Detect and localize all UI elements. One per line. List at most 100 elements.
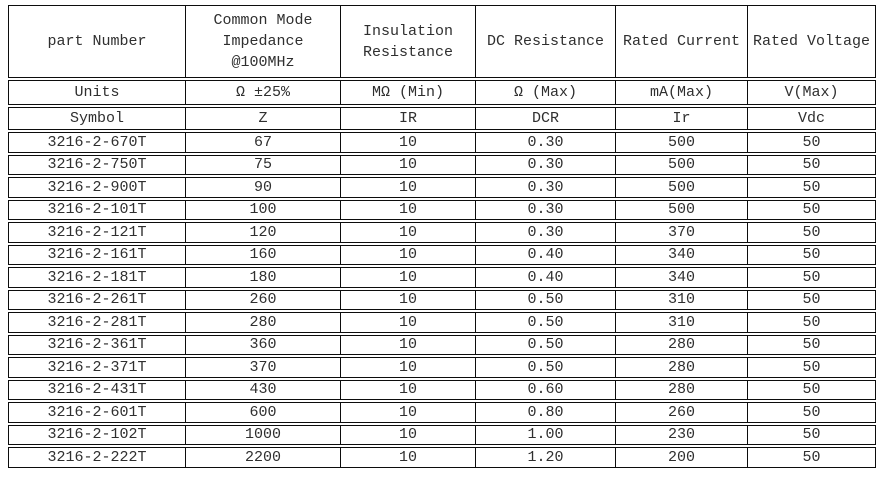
header-part-number-label: part Number xyxy=(47,33,147,50)
insulation-resistance-cell: 10 xyxy=(340,200,475,219)
insulation-resistance-value: 10 xyxy=(398,358,417,376)
part-number-value: 3216-2-181T xyxy=(47,268,147,286)
rated-voltage-unit: V(Max) xyxy=(784,84,839,101)
header-impedance-label: Common Mode Impedance @100MHz xyxy=(213,12,313,71)
impedance-value: 90 xyxy=(253,178,272,196)
rated-current-value: 500 xyxy=(667,156,695,174)
impedance-cell: 370 xyxy=(185,358,340,377)
insulation-resistance-cell: 10 xyxy=(340,380,475,399)
table-row: 3216-2-261T 260 10 0.50 310 50 xyxy=(8,289,876,310)
part-number-value: 3216-2-101T xyxy=(47,201,147,219)
insulation-resistance-value: 10 xyxy=(398,178,417,196)
table-row: 3216-2-900T 90 10 0.30 500 50 xyxy=(8,177,876,198)
impedance-value: 120 xyxy=(249,223,277,241)
dc-resistance-cell: 0.80 xyxy=(475,403,615,422)
rated-voltage-value: 50 xyxy=(802,426,821,444)
impedance-cell: 180 xyxy=(185,268,340,287)
impedance-value: 160 xyxy=(249,246,277,264)
rated-voltage-value: 50 xyxy=(802,178,821,196)
dc-resistance-value: 0.50 xyxy=(527,313,564,331)
insulation-resistance-value: 10 xyxy=(398,448,417,466)
rated-voltage-value: 50 xyxy=(802,448,821,466)
rated-current-value: 260 xyxy=(667,403,695,421)
dc-resistance-cell: 0.40 xyxy=(475,268,615,287)
rated-current-value: 340 xyxy=(667,246,695,264)
insulation-resistance-value: 10 xyxy=(398,156,417,174)
table-row: 3216-2-101T 100 10 0.30 500 50 xyxy=(8,199,876,220)
part-number-cell: 3216-2-181T xyxy=(9,268,185,287)
rated-current-cell: 310 xyxy=(615,290,747,309)
impedance-cell: 2200 xyxy=(185,448,340,467)
insulation-resistance-value: 10 xyxy=(398,223,417,241)
insulation-resistance-unit-cell: MΩ (Min) xyxy=(340,81,475,104)
rated-current-cell: 500 xyxy=(615,155,747,174)
rated-current-cell: 340 xyxy=(615,245,747,264)
impedance-unit: Ω ±25% xyxy=(235,84,290,101)
rated-voltage-value: 50 xyxy=(802,223,821,241)
rated-current-symbol: Ir xyxy=(672,110,691,127)
table-row: 3216-2-431T 430 10 0.60 280 50 xyxy=(8,379,876,400)
rated-voltage-unit-cell: V(Max) xyxy=(747,81,875,104)
rated-current-cell: 280 xyxy=(615,335,747,354)
rated-current-value: 310 xyxy=(667,313,695,331)
symbol-row-label-cell: Symbol xyxy=(9,108,185,129)
part-number-value: 3216-2-900T xyxy=(47,178,147,196)
impedance-cell: 280 xyxy=(185,313,340,332)
rated-current-cell: 200 xyxy=(615,448,747,467)
rated-current-cell: 500 xyxy=(615,133,747,152)
part-number-value: 3216-2-222T xyxy=(47,448,147,466)
rated-current-value: 230 xyxy=(667,426,695,444)
dc-resistance-value: 0.30 xyxy=(527,156,564,174)
rated-voltage-cell: 50 xyxy=(747,155,875,174)
rated-voltage-cell: 50 xyxy=(747,425,875,444)
rated-current-cell: 280 xyxy=(615,358,747,377)
insulation-resistance-cell: 10 xyxy=(340,155,475,174)
part-number-value: 3216-2-102T xyxy=(47,426,147,444)
part-number-cell: 3216-2-222T xyxy=(9,448,185,467)
part-number-cell: 3216-2-361T xyxy=(9,336,185,355)
impedance-cell: 430 xyxy=(185,380,340,399)
header-rated-current-label: Rated Current xyxy=(622,33,741,50)
part-number-value: 3216-2-161T xyxy=(47,246,147,264)
rated-voltage-cell: 50 xyxy=(747,448,875,467)
table-row: 3216-2-361T 360 10 0.50 280 50 xyxy=(8,334,876,355)
table-row: 3216-2-601T 600 10 0.80 260 50 xyxy=(8,402,876,423)
dc-resistance-symbol: DCR xyxy=(531,110,559,127)
rated-current-cell: 310 xyxy=(615,313,747,332)
table-row: 3216-2-121T 120 10 0.30 370 50 xyxy=(8,222,876,243)
rated-voltage-cell: 50 xyxy=(747,313,875,332)
insulation-resistance-value: 10 xyxy=(398,246,417,264)
impedance-value: 260 xyxy=(249,291,277,309)
insulation-resistance-cell: 10 xyxy=(340,425,475,444)
units-row-label-cell: Units xyxy=(9,81,185,104)
header-dc-resistance-label: DC Resistance xyxy=(486,33,605,50)
impedance-value: 2200 xyxy=(244,448,281,466)
table-row: 3216-2-181T 180 10 0.40 340 50 xyxy=(8,267,876,288)
header-rated-voltage: Rated Voltage xyxy=(747,6,875,77)
header-impedance: Common Mode Impedance @100MHz xyxy=(185,6,340,77)
dc-resistance-cell: 1.20 xyxy=(475,448,615,467)
rated-voltage-cell: 50 xyxy=(747,358,875,377)
rated-voltage-value: 50 xyxy=(802,381,821,399)
table-row: 3216-2-161T 160 10 0.40 340 50 xyxy=(8,244,876,265)
header-rated-voltage-label: Rated Voltage xyxy=(752,33,871,50)
impedance-value: 180 xyxy=(249,268,277,286)
insulation-resistance-value: 10 xyxy=(398,403,417,421)
rated-current-cell: 280 xyxy=(615,380,747,399)
part-number-cell: 3216-2-121T xyxy=(9,223,185,242)
insulation-resistance-cell: 10 xyxy=(340,335,475,354)
part-number-cell: 3216-2-601T xyxy=(9,403,185,422)
impedance-value: 100 xyxy=(249,201,277,219)
dc-resistance-value: 0.30 xyxy=(527,133,564,151)
part-number-cell: 3216-2-371T xyxy=(9,358,185,377)
insulation-resistance-unit: MΩ (Min) xyxy=(371,84,444,101)
impedance-cell: 160 xyxy=(185,245,340,264)
dc-resistance-cell: 0.30 xyxy=(475,133,615,152)
insulation-resistance-value: 10 xyxy=(398,133,417,151)
rated-current-cell: 260 xyxy=(615,403,747,422)
impedance-cell: 260 xyxy=(185,290,340,309)
part-number-cell: 3216-2-431T xyxy=(9,381,185,400)
header-insulation-resistance-label: Insulation Resistance xyxy=(362,22,453,61)
symbol-row: Symbol Z IR DCR Ir Vdc xyxy=(8,107,876,130)
rated-voltage-cell: 50 xyxy=(747,200,875,219)
